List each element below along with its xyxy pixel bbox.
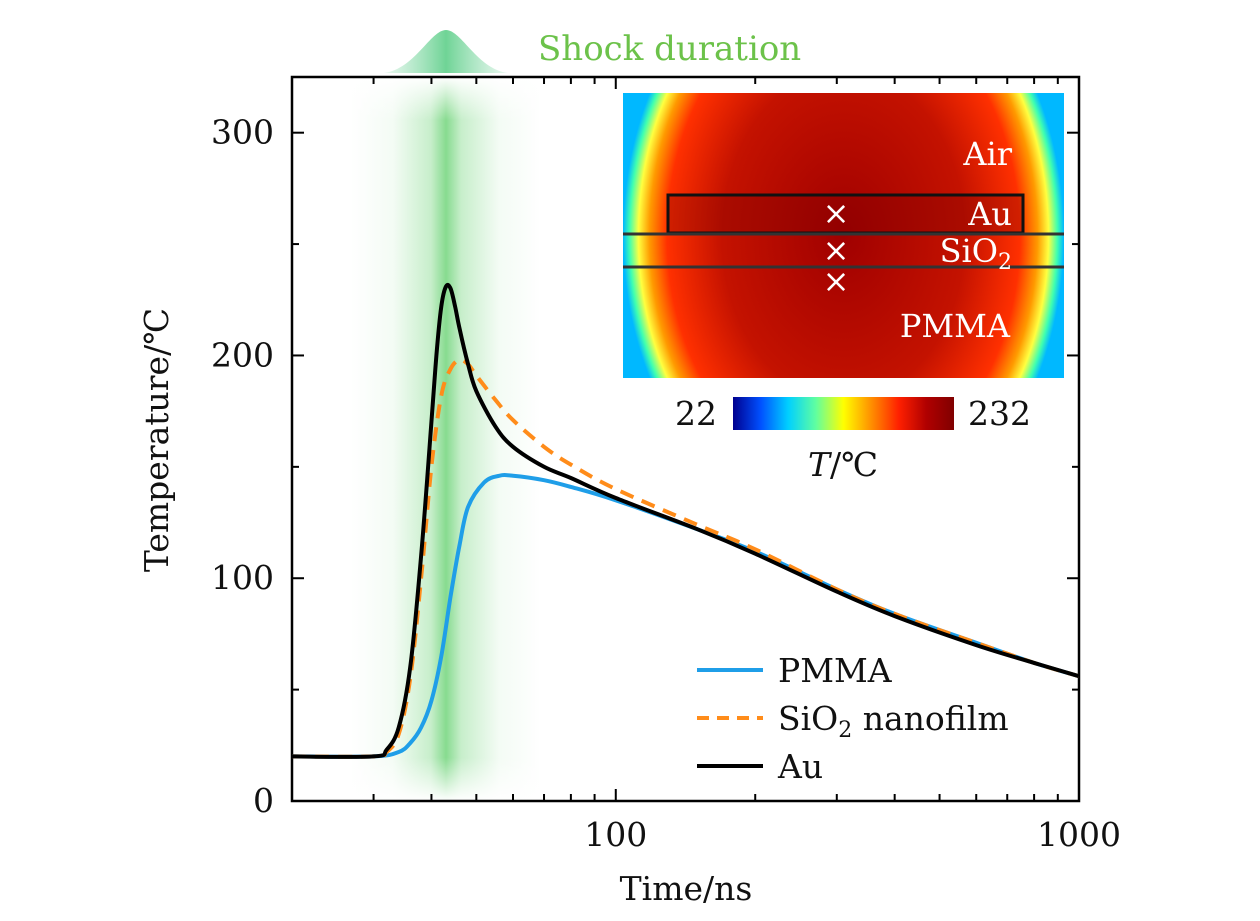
inset-label-sio2: SiO2: [940, 232, 1012, 275]
shock-duration-label: Shock duration: [538, 29, 801, 69]
inset-au-layer: [666, 193, 1025, 235]
y-axis-ticks: 0 100 200 300: [211, 113, 1079, 820]
probe-marker-sio2: ×: [823, 231, 850, 269]
x-axis-label: Time/ns: [620, 869, 753, 908]
colorbar-gradient: [733, 397, 954, 430]
x-axis-ticks: 100 1000: [291, 77, 1121, 854]
probe-marker-pmma: ×: [823, 262, 850, 300]
legend-label-pmma: PMMA: [778, 651, 893, 690]
legend-label-sio2-nanofilm: SiO2 nanofilm: [778, 699, 1009, 743]
x-tick-label: 1000: [1037, 815, 1121, 854]
plot-frame: [290, 75, 1081, 803]
probe-marker-au: ×: [823, 194, 850, 232]
inset-label-air: Air: [962, 135, 1012, 173]
legend-label-au: Au: [777, 747, 823, 786]
shock-pulse-shape: [383, 30, 508, 73]
legend: PMMA SiO2 nanofilm Au: [697, 651, 1009, 786]
y-tick-label: 0: [253, 781, 274, 820]
y-tick-label: 100: [211, 558, 274, 597]
inset-label-pmma: PMMA: [900, 307, 1011, 345]
colorbar: 22 232 T/℃: [675, 394, 1031, 484]
inset-label-au: Au: [967, 195, 1012, 233]
series-lines: [292, 282, 1079, 759]
series-line-au: [292, 282, 1079, 759]
colorbar-max-label: 232: [968, 394, 1031, 433]
x-tick-label: 100: [584, 815, 647, 854]
colorbar-title: T/℃: [808, 445, 878, 484]
shock-duration-band: [350, 77, 541, 801]
inset-temperature-map: × × × Air Au SiO2 PMMA: [623, 93, 1064, 378]
y-tick-label: 200: [211, 335, 274, 374]
colorbar-min-label: 22: [675, 394, 717, 433]
y-tick-label: 300: [211, 113, 274, 152]
y-axis-label: Temperature/℃: [137, 308, 176, 572]
